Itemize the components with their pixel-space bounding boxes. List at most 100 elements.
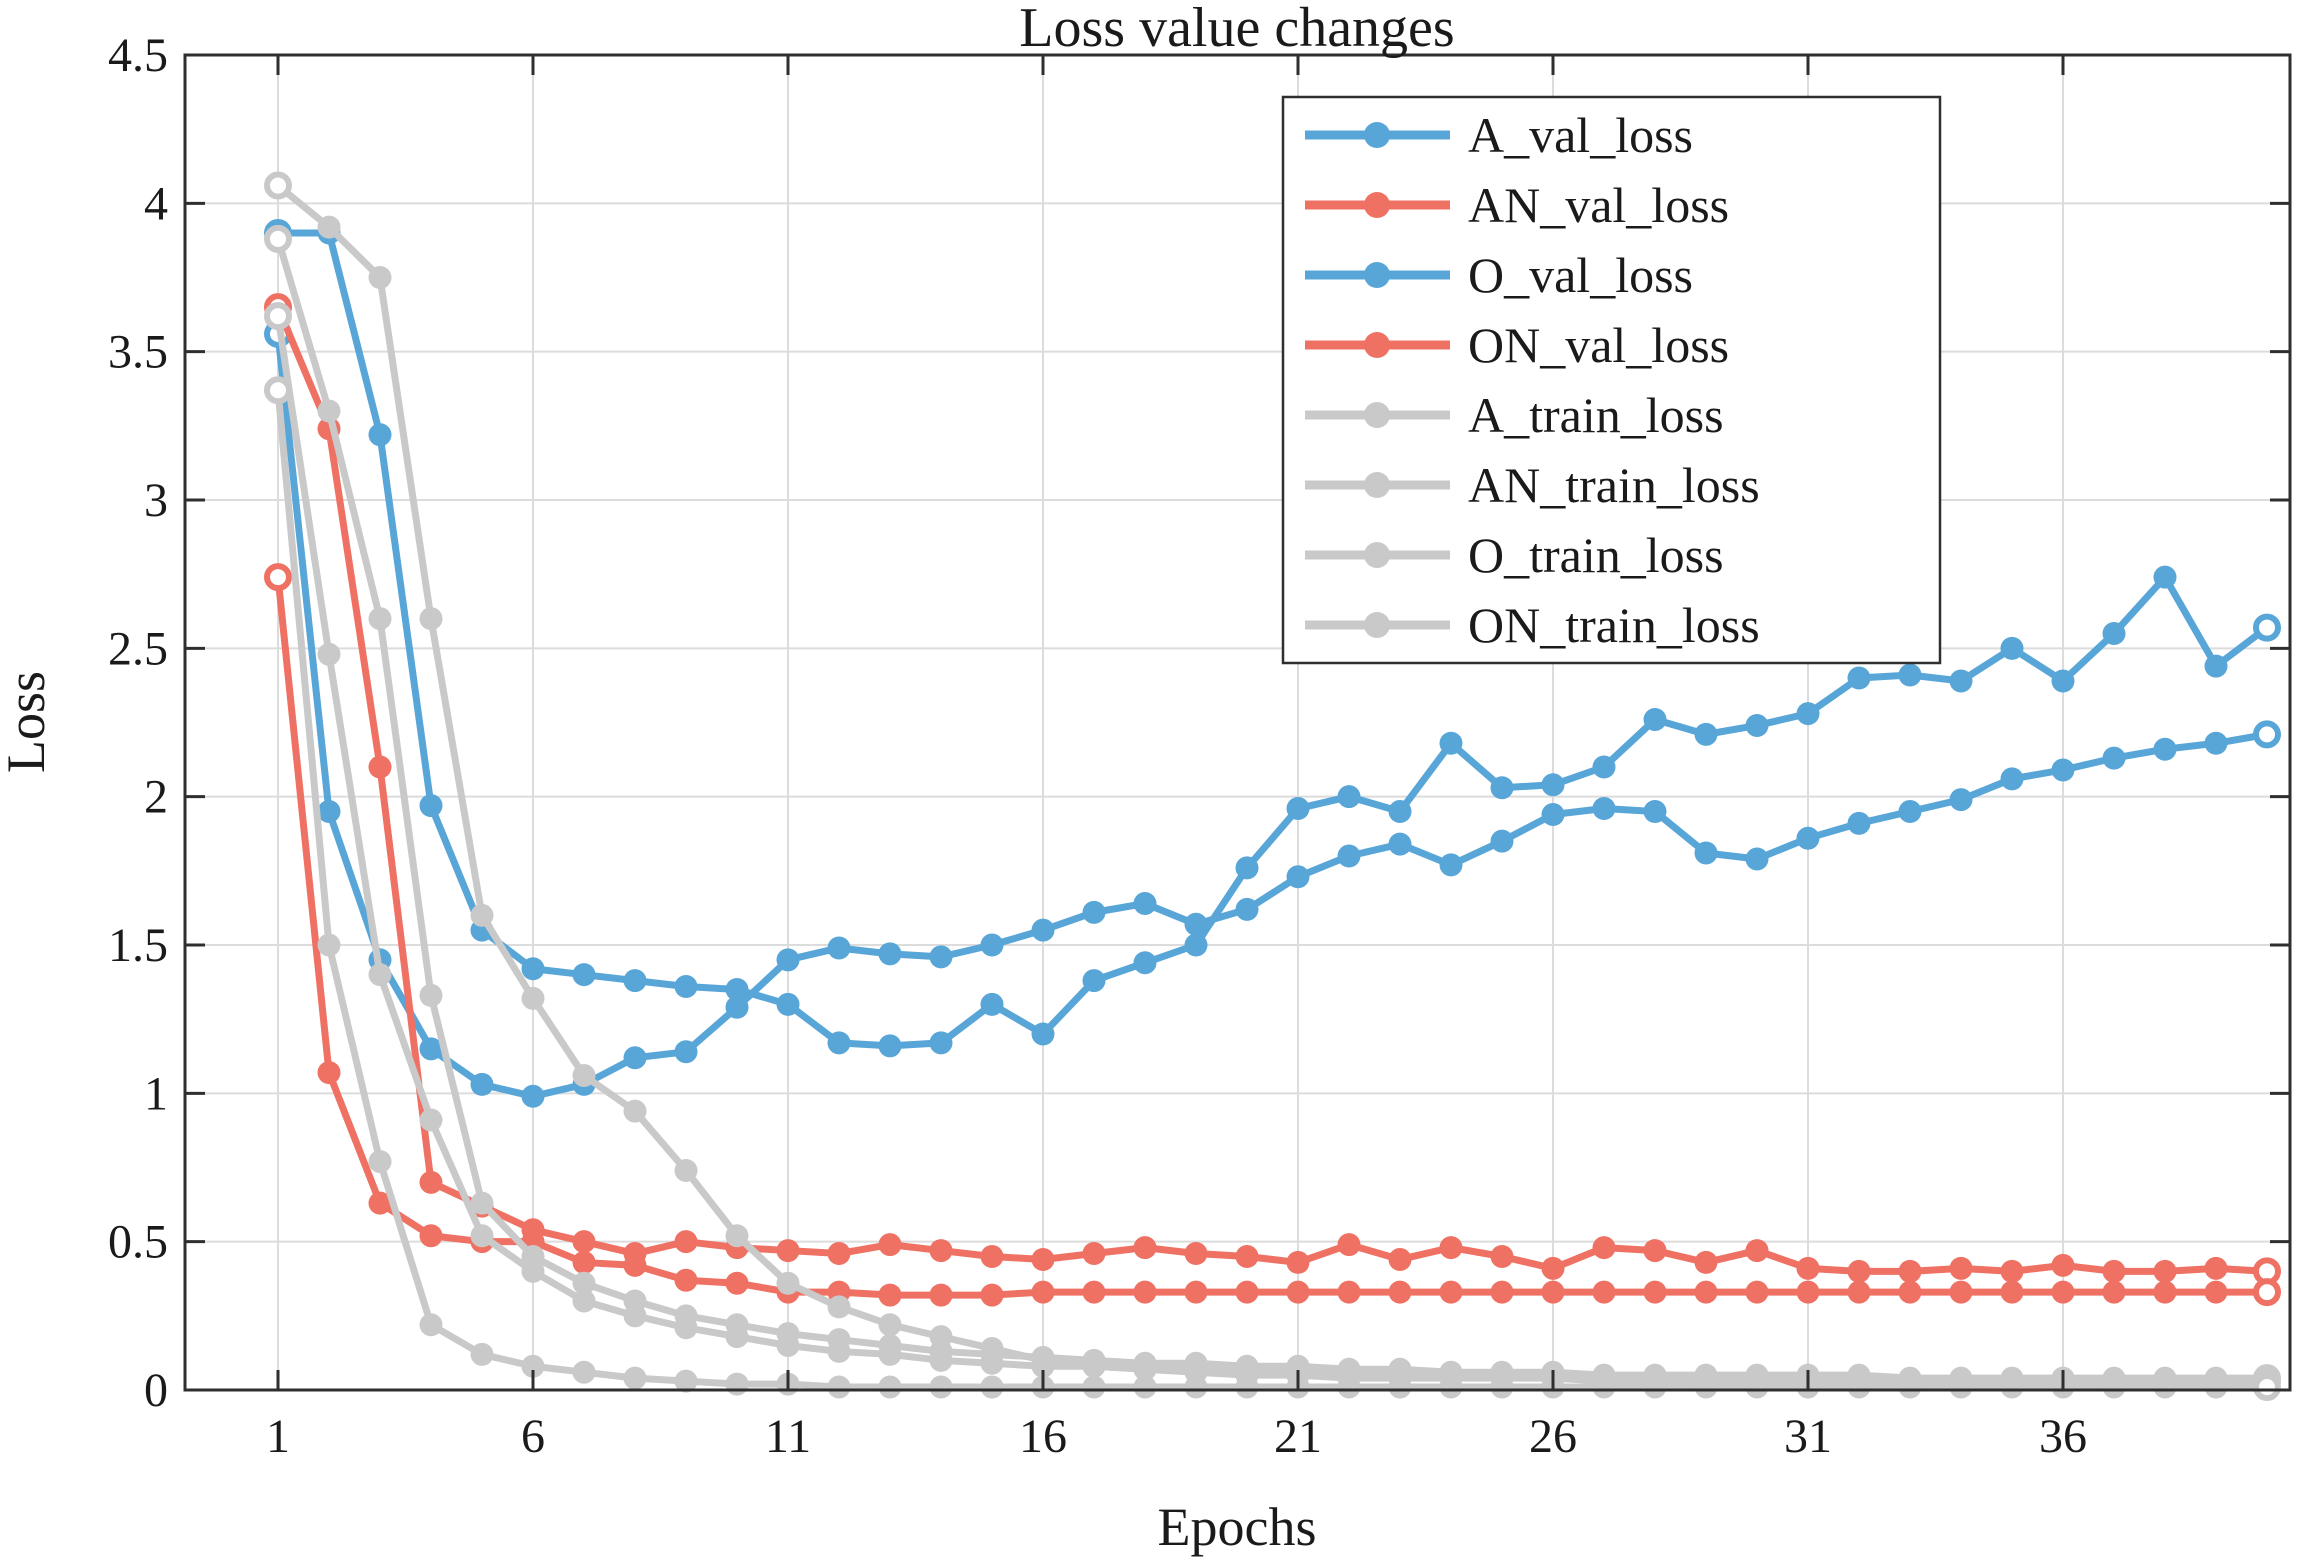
series-marker-A_val_loss-epoch-17 [1082, 900, 1106, 924]
series-marker-AN_train_loss-epoch-2 [317, 642, 341, 666]
series-marker-A_val_loss-epoch-22 [1337, 844, 1361, 868]
series-marker-ON_train_loss-epoch-37 [2102, 1375, 2126, 1399]
series-marker-ON_train_loss-epoch-23 [1388, 1375, 1412, 1399]
x-tick-label-26: 26 [1529, 1410, 1577, 1463]
series-marker-ON_val_loss-epoch-18 [1133, 1280, 1157, 1304]
series-marker-ON_val_loss-epoch-15 [980, 1283, 1004, 1307]
series-line-O_val_loss [274, 229, 2271, 1050]
series-marker-AN_val_loss-epoch-11 [776, 1239, 800, 1263]
series-marker-O_train_loss-epoch-17 [1082, 1354, 1106, 1378]
series-marker-AN_val_loss-epoch-26 [1541, 1256, 1565, 1280]
plot-border [183, 53, 2292, 1392]
series-marker-O_val_loss-epoch-32 [1847, 666, 1871, 690]
series-marker-ON_train_loss-epoch-30 [1745, 1375, 1769, 1399]
x-tick-label-11: 11 [765, 1410, 811, 1463]
series-marker-AN_val_loss-epoch-12 [827, 1242, 851, 1266]
x-tick-label-1: 1 [266, 1410, 290, 1463]
series-marker-A_val_loss-epoch-29 [1694, 841, 1718, 865]
series-marker-A_val_loss-epoch-16 [1031, 918, 1055, 942]
series-marker-O_val_loss-epoch-29 [1694, 722, 1718, 746]
series-marker-O_train_loss-epoch-15 [980, 1336, 1004, 1360]
series-marker-O_val_loss-epoch-28 [1643, 708, 1667, 732]
series-marker-ON_train_loss-epoch-33 [1898, 1375, 1922, 1399]
series-marker-O_train_loss-epoch-16 [1031, 1348, 1055, 1372]
series-marker-ON_train_loss-epoch-35 [2000, 1375, 2024, 1399]
series-marker-ON_val_loss-epoch-1 [264, 563, 292, 592]
series-marker-A_val_loss-epoch-34 [1949, 788, 1973, 812]
series-marker-ON_train_loss-epoch-13 [878, 1375, 902, 1399]
series-marker-ON_train_loss-epoch-2 [317, 933, 341, 957]
legend-marker-AN_train_loss [1364, 472, 1390, 498]
series-marker-O_val_loss-epoch-9 [674, 975, 698, 999]
series-marker-AN_val_loss-epoch-21 [1286, 1250, 1310, 1274]
series-marker-ON_train_loss-epoch-28 [1643, 1375, 1667, 1399]
legend-marker-ON_train_loss [1364, 612, 1390, 638]
series-marker-ON_val_loss-epoch-13 [878, 1283, 902, 1307]
series-marker-AN_val_loss-epoch-31 [1796, 1256, 1820, 1280]
series-marker-O_val_loss-epoch-27 [1592, 755, 1616, 779]
legend-marker-ON_val_loss [1364, 332, 1390, 358]
series-marker-ON_val_loss-epoch-3 [368, 1191, 392, 1215]
series-marker-A_val_loss-epoch-4 [419, 1037, 443, 1061]
series-marker-O_val_loss-epoch-4 [419, 794, 443, 818]
series-marker-A_val_loss-epoch-38 [2153, 737, 2177, 761]
series-marker-A_val_loss-epoch-15 [980, 933, 1004, 957]
series-marker-AN_val_loss-epoch-35 [2000, 1259, 2024, 1283]
series-marker-ON_val_loss-epoch-27 [1592, 1280, 1616, 1304]
series-marker-O_train_loss-epoch-10 [725, 1224, 749, 1248]
y-tick-label-0: 0 [144, 1364, 168, 1417]
series-marker-AN_val_loss-epoch-29 [1694, 1250, 1718, 1274]
series-marker-AN_val_loss-epoch-25 [1490, 1245, 1514, 1268]
series-marker-ON_train_loss-epoch-34 [1949, 1375, 1973, 1399]
series-marker-A_val_loss-epoch-21 [1286, 865, 1310, 889]
series-marker-ON_val_loss-epoch-22 [1337, 1280, 1361, 1304]
series-marker-O_val_loss-epoch-33 [1898, 663, 1922, 687]
series-marker-ON_val_loss-epoch-29 [1694, 1280, 1718, 1304]
series-marker-A_val_loss-epoch-14 [929, 945, 953, 969]
series-marker-ON_val_loss-epoch-8 [623, 1253, 647, 1277]
series-marker-O_val_loss-epoch-20 [1235, 856, 1259, 880]
series-marker-ON_val_loss-epoch-40 [2253, 1278, 2281, 1307]
series-marker-O_val_loss-epoch-34 [1949, 669, 1973, 693]
series-marker-AN_train_loss-epoch-7 [572, 1289, 596, 1313]
series-marker-O_val_loss-epoch-40 [2253, 613, 2281, 642]
legend-label-ON_val_loss: ON_val_loss [1468, 317, 1729, 373]
series-marker-ON_train_loss-epoch-4 [419, 1313, 443, 1337]
series-marker-AN_train_loss-epoch-3 [368, 963, 392, 987]
series-marker-A_train_loss-epoch-3 [368, 607, 392, 631]
series-marker-AN_val_loss-epoch-15 [980, 1245, 1004, 1268]
series-marker-O_train_loss-epoch-2 [317, 215, 341, 239]
series-marker-A_val_loss-epoch-35 [2000, 767, 2024, 791]
series-marker-A_val_loss-epoch-31 [1796, 826, 1820, 850]
series-marker-AN_train_loss-epoch-11 [776, 1334, 800, 1357]
y-tick-label-4: 4 [144, 177, 168, 230]
series-marker-ON_val_loss-epoch-39 [2204, 1280, 2228, 1304]
series-marker-AN_train_loss-epoch-4 [419, 1108, 443, 1132]
x-tick-label-21: 21 [1274, 1410, 1322, 1463]
series-marker-A_val_loss-epoch-37 [2102, 746, 2126, 770]
series-marker-O_val_loss-epoch-18 [1133, 951, 1157, 975]
series-marker-A_val_loss-epoch-11 [776, 948, 800, 972]
series-marker-AN_train_loss-epoch-12 [827, 1339, 851, 1363]
series-marker-A_val_loss-epoch-13 [878, 942, 902, 966]
y-tick-label-0.5: 0.5 [108, 1216, 168, 1269]
series-marker-A_val_loss-epoch-5 [470, 1072, 494, 1096]
series-line-A_train_loss [274, 235, 2271, 1382]
legend-marker-AN_val_loss [1364, 192, 1390, 218]
series-marker-AN_val_loss-epoch-33 [1898, 1259, 1922, 1283]
series-marker-A_val_loss-epoch-9 [674, 1040, 698, 1064]
series-marker-AN_train_loss-epoch-14 [929, 1348, 953, 1372]
legend-label-O_val_loss: O_val_loss [1468, 247, 1693, 303]
series-layer [264, 171, 2281, 1402]
series-marker-ON_val_loss-epoch-2 [317, 1061, 341, 1085]
series-marker-A_val_loss-epoch-32 [1847, 811, 1871, 835]
series-marker-O_val_loss-epoch-7 [572, 963, 596, 987]
series-marker-ON_train_loss-epoch-27 [1592, 1375, 1616, 1399]
series-marker-ON_train_loss-epoch-15 [980, 1375, 1004, 1399]
series-marker-ON_val_loss-epoch-33 [1898, 1280, 1922, 1304]
series-marker-A_val_loss-epoch-6 [521, 1084, 545, 1108]
series-marker-O_val_loss-epoch-21 [1286, 797, 1310, 821]
